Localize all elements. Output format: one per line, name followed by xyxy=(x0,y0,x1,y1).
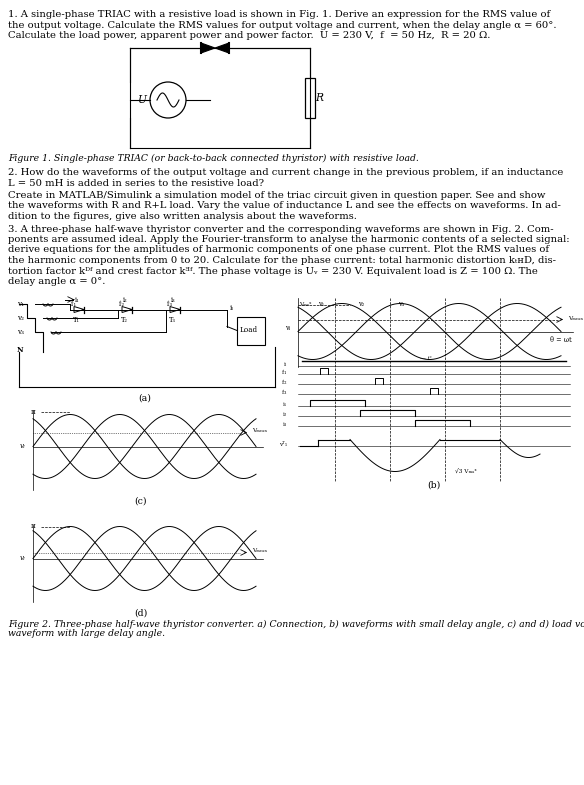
Text: θ = ωt: θ = ωt xyxy=(550,337,572,345)
Text: iⁱ₂: iⁱ₂ xyxy=(281,379,287,385)
Polygon shape xyxy=(201,43,215,53)
Text: the waveforms with R and R+L load. Vary the value of inductance L and see the ef: the waveforms with R and R+L load. Vary … xyxy=(8,202,561,210)
Text: π: π xyxy=(31,523,36,531)
Text: the output voltage. Calculate the RMS values for output voltage and current, whe: the output voltage. Calculate the RMS va… xyxy=(8,20,557,30)
Text: Create in MATLAB/Simulink a simulation model of the triac circuit given in quest: Create in MATLAB/Simulink a simulation m… xyxy=(8,191,545,200)
Text: vₗ: vₗ xyxy=(285,323,290,331)
Text: 2. How do the waveforms of the output voltage and current change in the previous: 2. How do the waveforms of the output vo… xyxy=(8,168,564,177)
Text: R: R xyxy=(315,93,323,103)
Text: vₗ: vₗ xyxy=(20,553,26,561)
Text: 1. A single-phase TRIAC with a resistive load is shown in Fig. 1. Derive an expr: 1. A single-phase TRIAC with a resistive… xyxy=(8,10,550,19)
Text: √3 Vₘₐˣ: √3 Vₘₐˣ xyxy=(455,469,477,474)
Bar xyxy=(237,316,265,345)
Text: iⁱ₃: iⁱ₃ xyxy=(167,301,173,309)
Text: dition to the figures, give also written analysis about the waveforms.: dition to the figures, give also written… xyxy=(8,212,357,221)
Text: T₁: T₁ xyxy=(73,316,80,323)
Text: tortion factor kᴰᶠ and crest factor kᴲᶠ. The phase voltage is Uᵥ = 230 V. Equiva: tortion factor kᴰᶠ and crest factor kᴲᶠ.… xyxy=(8,266,538,276)
Text: Vₘₑₐₙ: Vₘₑₐₙ xyxy=(568,316,583,322)
Text: v₃: v₃ xyxy=(17,327,24,335)
Text: N: N xyxy=(17,345,23,353)
Text: i₁: i₁ xyxy=(75,295,80,304)
Text: 3. A three-phase half-wave thyristor converter and the corresponding waveforms a: 3. A three-phase half-wave thyristor con… xyxy=(8,225,554,233)
Text: i₃: i₃ xyxy=(171,295,176,304)
Text: π: π xyxy=(31,407,36,415)
Text: Figure 2. Three-phase half-wave thyristor converter. a) Connection, b) waveforms: Figure 2. Three-phase half-wave thyristo… xyxy=(8,619,584,629)
Text: Vₘₐˣ: Vₘₐˣ xyxy=(299,301,312,306)
Text: U: U xyxy=(138,95,147,105)
Text: i₁: i₁ xyxy=(283,401,287,407)
Text: Calculate the load power, apparent power and power factor.  U = 230 V,  f  = 50 : Calculate the load power, apparent power… xyxy=(8,31,491,40)
Text: L = 50 mH is added in series to the resistive load?: L = 50 mH is added in series to the resi… xyxy=(8,178,264,188)
Bar xyxy=(305,78,315,118)
Text: v₁: v₁ xyxy=(318,300,324,308)
Text: waveform with large delay angle.: waveform with large delay angle. xyxy=(8,629,165,638)
Text: v₁: v₁ xyxy=(17,300,24,308)
Text: — iᶜ: — iᶜ xyxy=(420,356,432,362)
Text: Figure 1. Single-phase TRIAC (or back-to-back connected thyristor) with resistiv: Figure 1. Single-phase TRIAC (or back-to… xyxy=(8,154,419,163)
Text: vₗ: vₗ xyxy=(20,441,26,450)
Text: delay angle α = 0°.: delay angle α = 0°. xyxy=(8,277,105,286)
Text: v₂: v₂ xyxy=(17,313,24,322)
Text: Vₘₑₐₙ: Vₘₑₐₙ xyxy=(252,429,267,433)
Text: (a): (a) xyxy=(138,393,151,403)
Text: Load: Load xyxy=(240,326,258,334)
Text: (b): (b) xyxy=(427,480,441,490)
Text: T₃: T₃ xyxy=(169,316,176,323)
Text: T₂: T₂ xyxy=(121,316,128,323)
Text: the harmonic components from 0 to 20. Calculate for the phase current: total har: the harmonic components from 0 to 20. Ca… xyxy=(8,256,556,265)
Text: iⁱ₁: iⁱ₁ xyxy=(281,370,287,374)
Text: iⁱ₂: iⁱ₂ xyxy=(119,301,125,309)
Text: iₗ: iₗ xyxy=(230,304,234,312)
Text: iⁱ₃: iⁱ₃ xyxy=(281,389,287,395)
Text: derive equations for the amplitudes of harmonic components of one phase current.: derive equations for the amplitudes of h… xyxy=(8,246,549,254)
Text: Vₘₑₐₙ: Vₘₑₐₙ xyxy=(252,549,267,553)
Polygon shape xyxy=(215,43,229,53)
Text: v₃: v₃ xyxy=(398,300,404,308)
Text: iⁱ₁: iⁱ₁ xyxy=(71,301,77,309)
Text: v₂: v₂ xyxy=(358,300,364,308)
Text: ponents are assumed ideal. Apply the Fourier-transform to analyse the harmonic c: ponents are assumed ideal. Apply the Fou… xyxy=(8,235,569,244)
Text: vᵀ₁: vᵀ₁ xyxy=(279,443,287,447)
Text: (d): (d) xyxy=(134,608,148,618)
Text: (c): (c) xyxy=(135,496,147,506)
Text: iₗ: iₗ xyxy=(284,362,287,367)
Text: i₂: i₂ xyxy=(123,295,128,304)
Text: i₃: i₃ xyxy=(283,422,287,426)
Text: i₂: i₂ xyxy=(283,411,287,417)
